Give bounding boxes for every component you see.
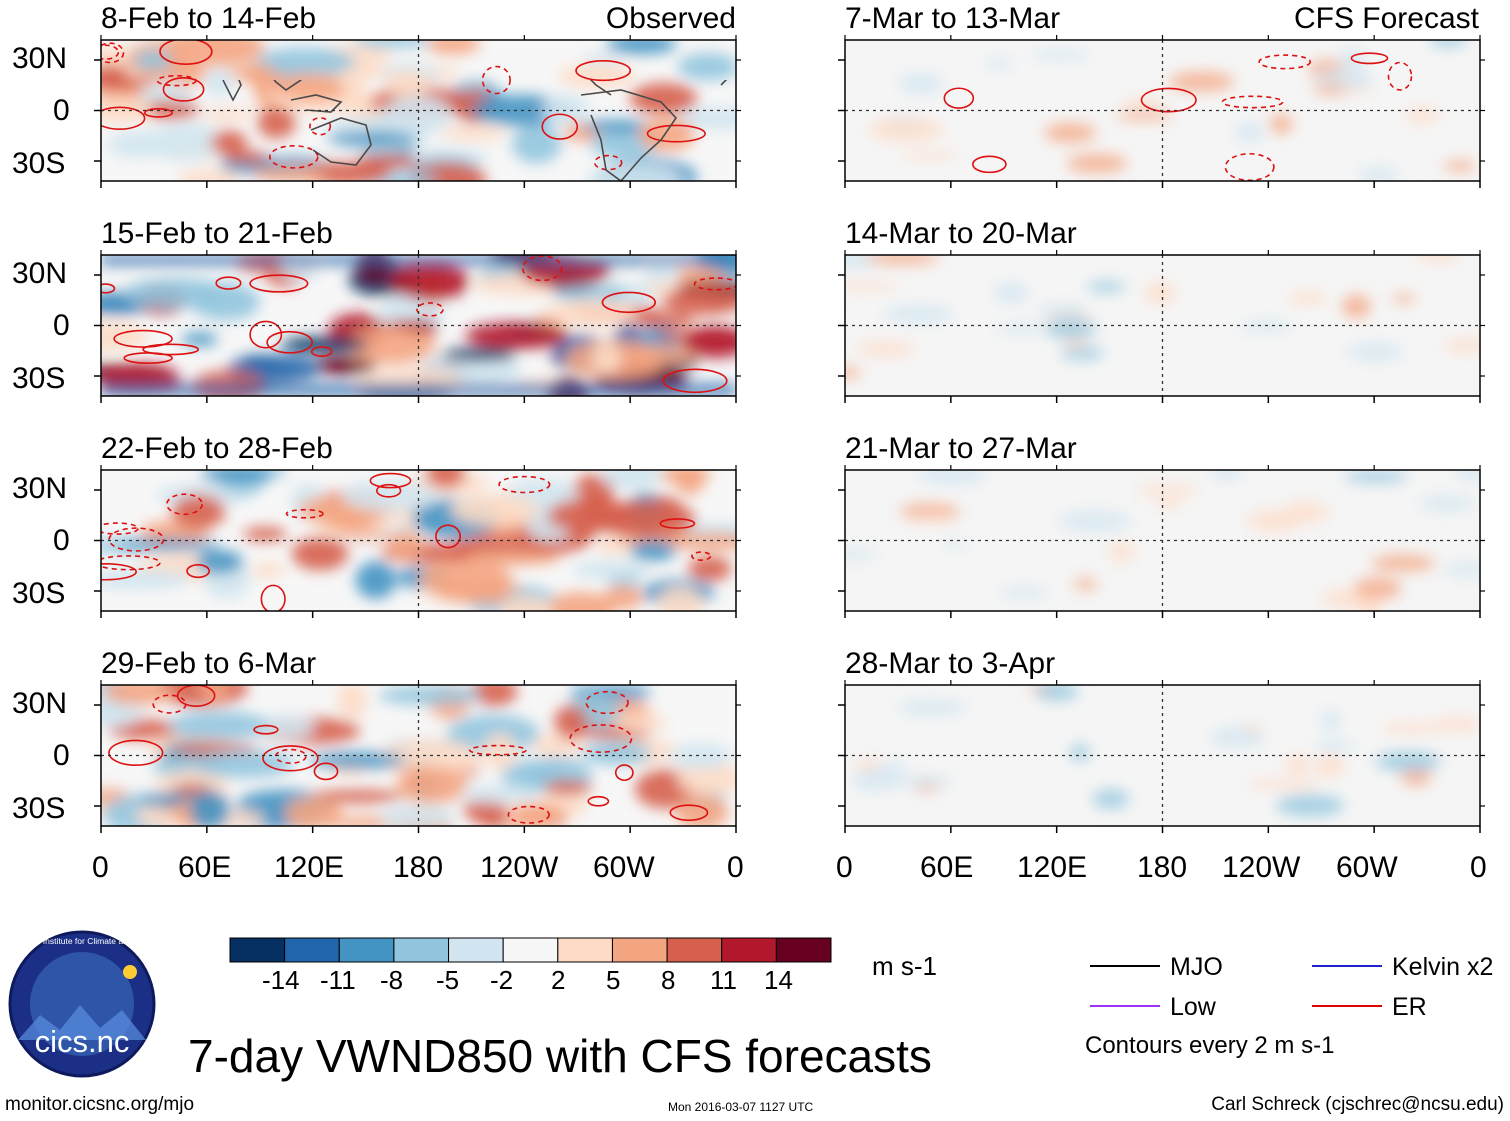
observed-label: Observed xyxy=(605,2,736,35)
colorbar-swatch xyxy=(229,937,286,963)
lon-label-left-0-end: 0 xyxy=(727,851,744,884)
legend-label-low: Low xyxy=(1170,993,1216,1021)
panel-title-right-3: 21-Mar to 27-Mar xyxy=(845,432,1077,465)
legend xyxy=(1090,965,1382,1007)
er-contours xyxy=(101,472,712,611)
observed-map-panel xyxy=(94,680,741,833)
lon-label-left-120e: 120E xyxy=(274,851,345,884)
colorbar-swatch xyxy=(393,937,450,963)
colorbar-label: 11 xyxy=(710,965,737,995)
logo-ring-text: Cooperative Institute for Climate and Sa… xyxy=(0,936,169,946)
lat-label-30n: 30N xyxy=(12,42,68,75)
lon-label-right-0-end: 0 xyxy=(1470,851,1487,884)
lon-label-left-180: 180 xyxy=(393,851,444,884)
lon-label-right-120w: 120W xyxy=(1222,851,1301,884)
panel-title-left-1: 8-Feb to 14-Feb xyxy=(101,2,317,35)
observed-map-panel xyxy=(94,35,741,188)
colorbar-label: -14 xyxy=(262,965,300,995)
colorbar-swatch xyxy=(557,937,613,963)
lon-label-right-180: 180 xyxy=(1137,851,1188,884)
colorbar-swatch xyxy=(721,937,777,963)
lat-label-30s: 30S xyxy=(12,147,66,180)
cfs-forecast-label: CFS Forecast xyxy=(1293,2,1479,35)
footer-timestamp: Mon 2016-03-07 1127 UTC xyxy=(668,1100,814,1114)
anomaly-field xyxy=(101,685,736,826)
footer-author: Carl Schreck (cjschrec@ncsu.edu) xyxy=(1211,1094,1504,1115)
anomaly-field xyxy=(845,470,1480,611)
lat-label-30n: 30N xyxy=(12,472,68,505)
panel-title-left-2: 15-Feb to 21-Feb xyxy=(101,217,333,250)
panel-title-right-1: 7-Mar to 13-Mar xyxy=(845,2,1061,35)
legend-label-er: ER xyxy=(1392,993,1427,1021)
logo-text: cics.nc xyxy=(35,1024,130,1059)
footer-url[interactable]: monitor.cicsnc.org/mjo xyxy=(5,1094,195,1115)
colorbar-label: -5 xyxy=(436,965,460,995)
forecast-map-panel xyxy=(838,250,1485,403)
lon-label-left-0: 0 xyxy=(92,851,109,884)
anomaly-field xyxy=(101,255,736,396)
legend-label-mjo: MJO xyxy=(1170,953,1223,981)
er-contours xyxy=(101,255,736,394)
lat-label-eq: 0 xyxy=(53,94,70,127)
forecast-map-panel xyxy=(838,680,1485,833)
lat-label-30s: 30S xyxy=(12,792,66,825)
panel-title-right-2: 14-Mar to 20-Mar xyxy=(845,217,1077,250)
panel-title-left-4: 29-Feb to 6-Mar xyxy=(101,647,317,680)
colorbar-swatch xyxy=(611,937,668,963)
colorbar-swatch xyxy=(775,937,832,963)
observed-map-panel xyxy=(94,465,741,618)
lon-label-right-120e: 120E xyxy=(1017,851,1088,884)
colorbar-swatch xyxy=(338,937,395,963)
lon-label-right-60w: 60W xyxy=(1336,851,1398,884)
lon-label-left-60w: 60W xyxy=(593,851,655,884)
colorbar-swatch xyxy=(284,937,340,963)
colorbar-label: 14 xyxy=(764,965,793,995)
colorbar-swatch xyxy=(448,937,504,963)
colorbar-label: 8 xyxy=(661,965,676,995)
anomaly-field xyxy=(851,685,1480,817)
colorbar-label: 5 xyxy=(606,965,621,995)
anomaly-field xyxy=(101,40,736,181)
lat-label-eq: 0 xyxy=(53,309,70,342)
colorbar xyxy=(229,937,832,963)
colorbar-label: -11 xyxy=(320,965,356,995)
main-title: 7-day VWND850 with CFS forecasts xyxy=(188,1030,932,1082)
colorbar-label: 2 xyxy=(551,965,566,995)
colorbar-units: m s-1 xyxy=(872,951,937,981)
cics-logo: cics.nc Cooperative Institute for Climate… xyxy=(0,930,169,1078)
observed-map-panel xyxy=(94,250,741,403)
colorbar-label: -2 xyxy=(490,965,514,995)
contour-note: Contours every 2 m s-1 xyxy=(1085,1032,1335,1059)
lon-label-left-60e: 60E xyxy=(178,851,232,884)
lat-label-30s: 30S xyxy=(12,577,66,610)
lat-label-30n: 30N xyxy=(12,687,68,720)
anomaly-field xyxy=(868,40,1477,181)
lat-label-30s: 30S xyxy=(12,362,66,395)
panel-title-right-4: 28-Mar to 3-Apr xyxy=(845,647,1056,680)
forecast-map-panel xyxy=(838,465,1485,618)
lat-label-eq: 0 xyxy=(53,524,70,557)
lon-label-right-60e: 60E xyxy=(920,851,974,884)
lon-label-right-0: 0 xyxy=(836,851,853,884)
anomaly-field xyxy=(845,255,1480,378)
forecast-map-panel xyxy=(838,35,1485,188)
panel-title-left-3: 22-Feb to 28-Feb xyxy=(101,432,333,465)
colorbar-swatch xyxy=(666,937,723,963)
legend-label-kelvin: Kelvin x2 xyxy=(1392,953,1494,981)
colorbar-label: -8 xyxy=(380,965,404,995)
er-contours xyxy=(101,40,706,171)
lat-label-30n: 30N xyxy=(12,257,68,290)
lon-label-left-120w: 120W xyxy=(480,851,559,884)
lat-label-eq: 0 xyxy=(53,739,70,772)
colorbar-swatch xyxy=(502,937,559,963)
